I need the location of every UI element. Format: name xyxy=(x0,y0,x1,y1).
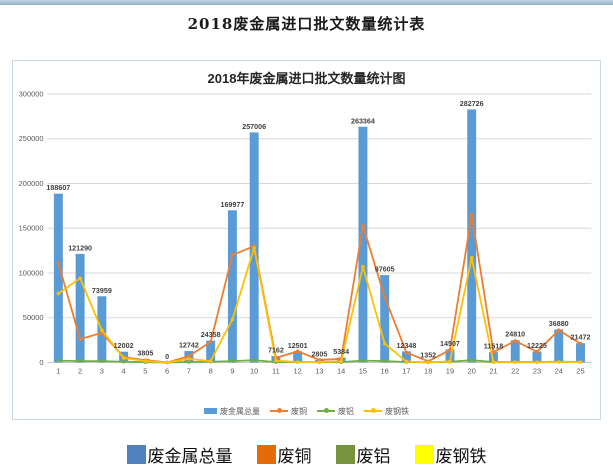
svg-text:1: 1 xyxy=(56,366,60,375)
svg-text:24810: 24810 xyxy=(505,331,525,339)
svg-text:7: 7 xyxy=(187,366,191,375)
svg-text:19: 19 xyxy=(446,366,454,375)
chart-legend-item-total: 废金属总量 xyxy=(204,406,260,417)
svg-text:150000: 150000 xyxy=(19,224,44,233)
chart-container: 2018年废金属进口批文数量统计图 0 50000 100000 150000 2000… xyxy=(12,60,601,420)
bottom-legend-item-total: 废金属总量 xyxy=(126,442,233,467)
svg-text:11518: 11518 xyxy=(484,343,503,351)
chart-legend-item-copper: 废铜 xyxy=(270,406,307,417)
svg-text:169977: 169977 xyxy=(220,201,244,209)
svg-text:24: 24 xyxy=(555,366,563,375)
bottom-legend-item-steel: 废钢铁 xyxy=(414,442,487,467)
svg-text:16: 16 xyxy=(381,366,389,375)
line-series-swatch xyxy=(364,408,382,414)
svg-text:12: 12 xyxy=(294,366,302,375)
svg-text:6: 6 xyxy=(165,366,169,375)
marker-dot-icon xyxy=(371,408,376,414)
svg-text:23: 23 xyxy=(533,366,541,375)
bottom-legend-item-aluminum: 废铝 xyxy=(335,442,391,467)
chart-legend-label: 废铝 xyxy=(338,406,354,416)
svg-text:21472: 21472 xyxy=(571,334,591,342)
marker-dot-icon xyxy=(277,408,282,414)
svg-text:97605: 97605 xyxy=(375,265,395,273)
chart-legend-item-steel: 废钢铁 xyxy=(364,406,409,417)
total-color-swatch xyxy=(126,445,146,464)
line-series-swatch xyxy=(317,408,335,414)
svg-text:2805: 2805 xyxy=(311,350,327,358)
bar-series-swatch xyxy=(204,408,217,415)
svg-text:12002: 12002 xyxy=(114,342,134,350)
svg-text:11: 11 xyxy=(272,366,280,375)
bottom-legend-label: 废铜 xyxy=(277,447,312,466)
svg-text:250000: 250000 xyxy=(19,134,44,143)
svg-text:0: 0 xyxy=(39,358,43,367)
svg-text:22: 22 xyxy=(511,366,519,375)
svg-text:200000: 200000 xyxy=(19,179,44,188)
chart-legend: 废金属总量 废铜 废铝 废钢铁 xyxy=(13,403,600,419)
svg-text:14507: 14507 xyxy=(440,340,460,348)
svg-text:12742: 12742 xyxy=(179,341,199,349)
svg-text:15: 15 xyxy=(359,366,367,375)
svg-text:12348: 12348 xyxy=(397,342,417,350)
svg-text:1352: 1352 xyxy=(420,352,436,360)
svg-text:21: 21 xyxy=(489,366,497,375)
svg-text:14: 14 xyxy=(337,366,345,375)
svg-text:4: 4 xyxy=(122,366,126,375)
chart-legend-label: 废金属总量 xyxy=(220,406,260,416)
svg-text:282726: 282726 xyxy=(460,100,484,108)
svg-text:188607: 188607 xyxy=(46,184,70,192)
svg-text:36880: 36880 xyxy=(549,320,569,328)
svg-text:25: 25 xyxy=(576,366,584,375)
svg-text:20: 20 xyxy=(468,366,476,375)
svg-text:12501: 12501 xyxy=(288,342,308,350)
marker-dot-icon xyxy=(324,408,329,414)
svg-text:2: 2 xyxy=(78,366,82,375)
bottom-legend-label: 废金属总量 xyxy=(147,447,233,466)
svg-text:3: 3 xyxy=(100,366,104,375)
svg-text:7162: 7162 xyxy=(268,346,284,354)
svg-text:3805: 3805 xyxy=(137,349,153,357)
svg-text:9: 9 xyxy=(230,366,234,375)
svg-text:263364: 263364 xyxy=(351,117,375,125)
bottom-legend: 废金属总量 废铜 废铝 废钢铁 xyxy=(0,442,613,467)
svg-text:24358: 24358 xyxy=(201,331,221,339)
svg-text:12225: 12225 xyxy=(527,342,547,350)
svg-text:73959: 73959 xyxy=(92,287,112,295)
bottom-legend-label: 废钢铁 xyxy=(435,447,487,466)
svg-text:100000: 100000 xyxy=(19,268,44,277)
svg-text:257006: 257006 xyxy=(242,123,266,131)
svg-text:10: 10 xyxy=(250,366,258,375)
svg-text:50000: 50000 xyxy=(23,313,44,322)
svg-text:13: 13 xyxy=(315,366,323,375)
svg-text:18: 18 xyxy=(424,366,432,375)
chart-legend-item-aluminum: 废铝 xyxy=(317,406,354,417)
svg-text:5: 5 xyxy=(143,366,147,375)
bottom-legend-item-copper: 废铜 xyxy=(256,442,312,467)
svg-text:8: 8 xyxy=(209,366,213,375)
chart-legend-label: 废钢铁 xyxy=(385,406,409,416)
window-top-border xyxy=(0,0,613,5)
chart-title: 2018年废金属进口批文数量统计图 xyxy=(207,71,406,86)
svg-text:0: 0 xyxy=(165,353,169,361)
page-title: 2018废金属进口批文数量统计表 xyxy=(187,15,426,33)
svg-text:300000: 300000 xyxy=(19,89,44,98)
bottom-legend-label: 废铝 xyxy=(356,447,391,466)
svg-text:5384: 5384 xyxy=(333,348,349,356)
steel-color-swatch xyxy=(414,445,434,464)
aluminum-color-swatch xyxy=(335,445,355,464)
svg-text:121290: 121290 xyxy=(68,244,92,252)
svg-text:17: 17 xyxy=(402,366,410,375)
copper-color-swatch xyxy=(256,445,276,464)
chart-legend-label: 废铜 xyxy=(291,406,307,416)
line-series-swatch xyxy=(270,408,288,414)
